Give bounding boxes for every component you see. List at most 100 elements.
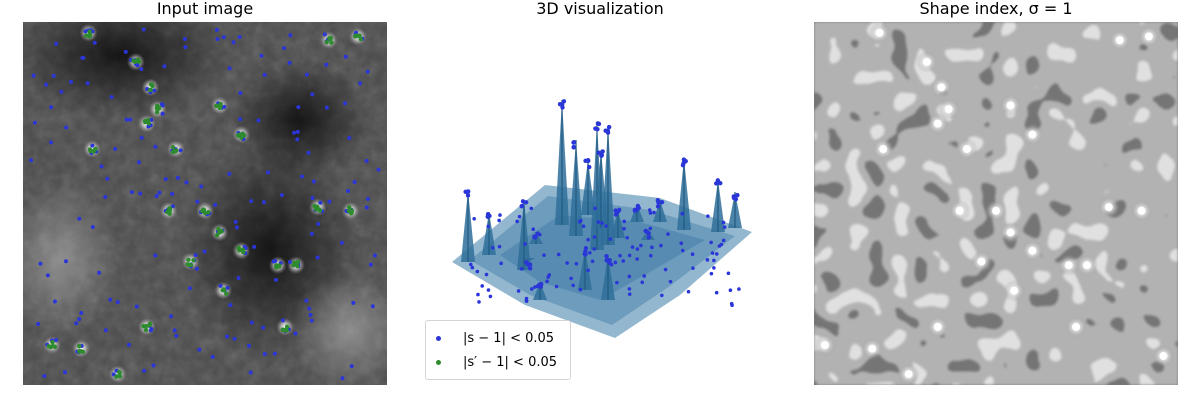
surface-point: [571, 140, 576, 145]
series-s-prime-point: [188, 262, 194, 268]
series-s-point: [228, 303, 233, 308]
surface-point: [721, 220, 726, 225]
shape-index-peak-core: [1104, 203, 1113, 212]
series-s-point: [49, 140, 54, 145]
surface-point: [635, 247, 640, 251]
series-s-point: [225, 285, 230, 290]
input-image-panel: [23, 22, 387, 385]
surface-point: [524, 299, 529, 303]
series-s-point: [160, 111, 165, 116]
series-s-point: [64, 125, 69, 130]
series-s-prime-points: [46, 29, 364, 379]
series-s-prime-point: [146, 121, 152, 126]
series-s-prime-point: [224, 291, 229, 296]
series-s-point: [262, 352, 267, 357]
series-s-point: [215, 37, 220, 42]
series-s-point: [183, 45, 188, 50]
surface-point: [608, 237, 613, 241]
light-region: [23, 180, 120, 340]
left-panel-title: Input image: [156, 0, 254, 18]
series-s-point: [194, 266, 199, 271]
shape-index-panel: [814, 22, 1178, 385]
series-s-prime-point: [218, 229, 223, 234]
surface-point: [690, 252, 695, 257]
series-s-point: [142, 368, 147, 373]
series-s-point: [92, 40, 97, 45]
series-s-point: [287, 259, 292, 264]
series-s-point: [237, 35, 242, 40]
shape-index-peak-core: [944, 105, 953, 114]
surface-point: [596, 220, 601, 224]
series-s-prime-point: [165, 209, 170, 215]
surface-point: [466, 189, 471, 194]
series-s-point: [352, 180, 357, 185]
series-s-prime-point: [235, 133, 241, 138]
series-s-prime-point: [329, 40, 334, 45]
series-s-point: [195, 199, 200, 204]
series-s-point: [347, 135, 352, 140]
surface-point: [486, 288, 491, 292]
surface-point: [613, 208, 618, 213]
surface-point: [655, 197, 661, 203]
series-s-point: [54, 41, 59, 46]
series-s-point: [214, 27, 219, 32]
surface-point: [588, 251, 592, 255]
series-s-prime-point: [52, 344, 58, 349]
series-s-point: [153, 253, 158, 258]
series-s-point: [233, 219, 238, 224]
series-s-prime-point: [284, 327, 289, 332]
surface-point: [609, 262, 614, 267]
series-s-point: [372, 253, 377, 258]
series-s-point: [54, 338, 59, 343]
series-s-point: [174, 333, 179, 338]
surface-point: [484, 272, 489, 277]
series-s-point: [272, 351, 277, 356]
series-s-point: [324, 105, 329, 110]
surface-point: [490, 246, 495, 250]
surface-point: [596, 150, 601, 155]
series-s-point: [74, 321, 79, 326]
series-s-point: [304, 72, 309, 77]
shape-index-peak-core: [875, 28, 884, 37]
surface-point: [613, 212, 619, 217]
shape-index-peak-core: [1083, 261, 1091, 270]
surface-point: [627, 292, 632, 296]
surface-point: [712, 266, 716, 270]
series-s-point: [31, 73, 36, 78]
series-s-point: [238, 91, 243, 96]
series-s-point: [157, 190, 162, 195]
series-s-point: [288, 33, 293, 38]
surface-point: [605, 130, 611, 135]
series-s-point: [99, 164, 104, 169]
series-s-point: [44, 82, 49, 87]
series-s-point: [103, 195, 108, 200]
surface-point: [709, 271, 714, 276]
surface-point: [468, 262, 473, 267]
series-s-point: [280, 318, 285, 323]
series-s-point: [343, 101, 348, 106]
series-s-point: [370, 304, 375, 309]
shape-index-peak-core: [820, 341, 829, 350]
surface-point: [659, 199, 665, 205]
series-s-point: [218, 283, 223, 288]
series-s-point: [154, 194, 159, 199]
surface-point: [642, 274, 646, 278]
series-s-prime-point: [84, 33, 89, 38]
series-s-point: [69, 79, 74, 84]
series-s-point: [170, 191, 175, 196]
surface-point: [709, 240, 713, 245]
surface-point: [571, 144, 576, 150]
series-s-point: [231, 40, 236, 45]
surface-point: [497, 244, 502, 249]
surface-point: [627, 253, 632, 258]
series-s-point: [262, 72, 267, 77]
surface-point: [714, 252, 719, 256]
surface-point: [640, 280, 645, 285]
surface-point: [604, 224, 608, 228]
series-s-point: [213, 202, 218, 207]
surface-point: [554, 284, 559, 289]
surface-peaks: [461, 100, 742, 300]
series-s-point: [322, 32, 327, 37]
surface-point: [691, 266, 695, 270]
surface-point: [715, 178, 721, 183]
